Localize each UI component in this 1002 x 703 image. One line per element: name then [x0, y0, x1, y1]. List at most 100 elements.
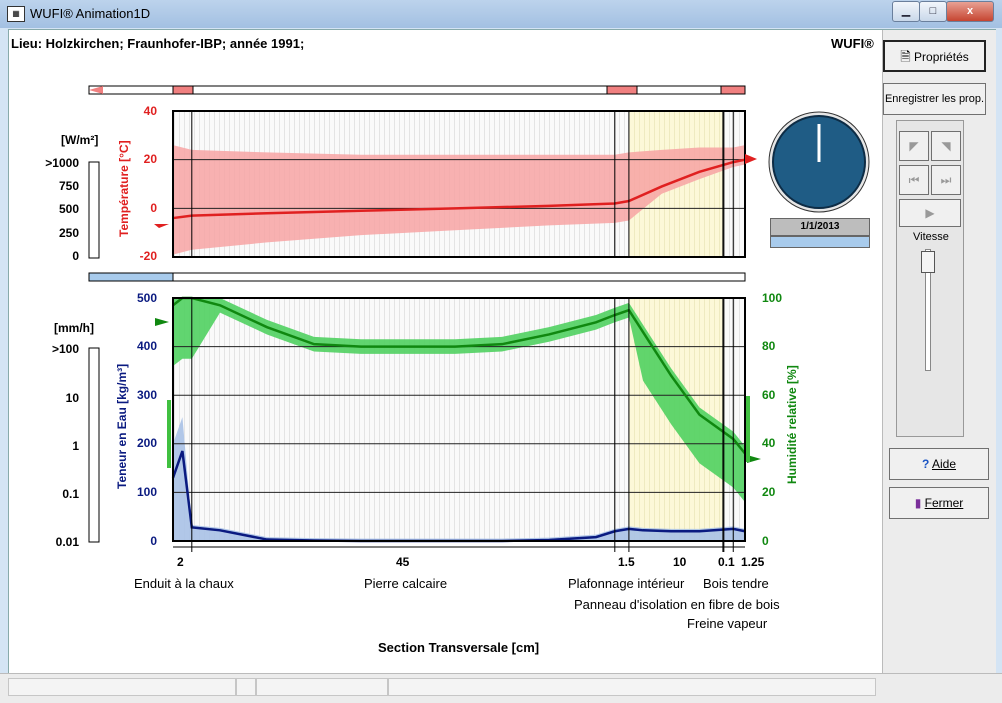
location-label: Lieu: Holzkirchen; Fraunhofer-IBP; année…: [11, 36, 305, 51]
heat-flux-tick: >1000: [45, 156, 79, 170]
heat-flux-tick: 250: [58, 226, 79, 240]
temperature-arrow: [154, 224, 169, 228]
end-button[interactable]: ⏭: [931, 165, 961, 195]
spreadsheet-icon: ▦: [7, 6, 25, 22]
rh-line: [172, 296, 746, 455]
temp-tick: 20: [143, 152, 157, 166]
status-cell: [256, 678, 388, 696]
save-properties-button[interactable]: Enregistrer les prop.: [883, 83, 986, 115]
close-button[interactable]: ▮ Fermer: [889, 487, 989, 519]
temperature-frame: [172, 110, 746, 258]
temp-tick: 40: [143, 104, 157, 118]
status-bar: [0, 673, 1002, 703]
rh-tick: 0: [762, 534, 769, 548]
layer-name: Plafonnage intérieur: [568, 576, 685, 591]
speed-slider-thumb[interactable]: [921, 251, 935, 273]
rain-tick: 0.1: [62, 487, 79, 501]
window-title: WUFI® Animation1D: [30, 6, 151, 21]
rain-unit: [mm/h]: [54, 321, 94, 335]
rewind-button[interactable]: ⏮: [899, 165, 929, 195]
layer-thickness: 45: [396, 555, 410, 569]
water-tick: 500: [136, 291, 157, 305]
help-icon: ?: [921, 457, 930, 471]
maximize-button[interactable]: □: [919, 1, 947, 22]
water-tick: 100: [136, 485, 157, 499]
heat-flux-unit: [W/m²]: [61, 133, 99, 147]
rain-tick: 0.01: [55, 535, 79, 549]
rain-tick: 10: [65, 391, 79, 405]
heat-flux-tick: 0: [72, 249, 79, 263]
rain-tick: 1: [72, 439, 79, 453]
layer-thickness: 1.25: [741, 555, 765, 569]
animation-chart: [88, 85, 761, 552]
temperature-envelope: [173, 145, 745, 255]
speed-label: Vitesse: [913, 231, 949, 243]
step-back-button[interactable]: ◤: [899, 131, 929, 161]
layer-name: Enduit à la chaux: [134, 576, 234, 591]
rain-bar: [88, 347, 100, 543]
step-forward-button[interactable]: ◥: [931, 131, 961, 161]
heat-flux-bar: [88, 161, 100, 259]
clock-dial: [768, 111, 870, 213]
temp-tick: 0: [150, 201, 157, 215]
rh-tick: 100: [762, 291, 783, 305]
heat-flux-tick: 750: [58, 179, 79, 193]
moisture-exchange-bar: [88, 272, 746, 282]
layer-name: Pierre calcaire: [364, 576, 448, 591]
layer-name: Panneau d'isolation en fibre de bois: [574, 597, 780, 612]
rh-tick: 20: [762, 485, 776, 499]
status-cell: [388, 678, 876, 696]
exchange-marker: [88, 272, 174, 282]
title-bar: ▦ WUFI® Animation1D ▁ □ x: [0, 0, 1002, 28]
date-progress: [770, 236, 870, 248]
exchange-marker: [606, 85, 638, 95]
properties-button[interactable]: 🗎 Propriétés: [883, 40, 986, 72]
rh-indicator: [746, 396, 750, 462]
moisture-frame: [172, 297, 746, 542]
rh-envelope: [173, 298, 745, 503]
status-cell: [8, 678, 236, 696]
minimize-button[interactable]: ▁: [892, 1, 920, 22]
rh-indicator: [167, 400, 171, 468]
properties-label: Propriétés: [914, 50, 969, 64]
layer-thickness: 2: [177, 555, 184, 569]
properties-icon: 🗎: [900, 49, 911, 64]
layer-thickness: 10: [673, 555, 687, 569]
rh-tick: 40: [762, 436, 776, 450]
play-button[interactable]: ▶: [899, 199, 961, 227]
rh-arrow: [747, 455, 761, 463]
status-cell: [236, 678, 256, 696]
date-display: 1/1/2013: [770, 218, 870, 236]
rh-tick: 80: [762, 339, 776, 353]
water-tick: 300: [136, 388, 157, 402]
water-axis-label: Teneur en Eau [kg/m³]: [115, 363, 129, 489]
section-axis-title: Section Transversale [cm]: [378, 640, 540, 655]
temp-tick: -20: [139, 249, 157, 263]
door-exit-icon: ▮: [914, 496, 922, 510]
rh-arrow: [155, 318, 169, 326]
layer-thickness: 1.5: [618, 555, 635, 569]
rain-tick: >100: [51, 342, 79, 356]
temperature-line: [172, 158, 746, 220]
exchange-marker: [172, 85, 194, 95]
water-tick: 200: [136, 436, 157, 450]
close-label: Fermer: [924, 496, 964, 510]
rh-axis-label: Humidité relative [%]: [785, 365, 799, 484]
speed-control-box: ◤ ◥ ⏮ ⏭ ▶ Vitesse: [896, 120, 964, 437]
rh-tick: 60: [762, 388, 776, 402]
animation-client-area: Lieu: Holzkirchen; Fraunhofer-IBP; année…: [8, 29, 996, 675]
control-panel: 🗎 Propriétés Enregistrer les prop. ◤ ◥ ⏮…: [882, 30, 996, 674]
close-window-button[interactable]: x: [946, 1, 994, 22]
exchange-marker: [720, 85, 746, 95]
layer-thickness: 0.1: [718, 555, 735, 569]
speed-slider-track[interactable]: [925, 249, 931, 371]
layer-name: Bois tendre: [703, 576, 769, 591]
help-button[interactable]: ? Aide: [889, 448, 989, 480]
water-tick: 0: [150, 534, 157, 548]
layer-name: Freine vapeur: [687, 616, 768, 631]
help-label: Aide: [931, 457, 957, 471]
brand-label: WUFI®: [831, 36, 874, 51]
temperature-arrow: [745, 154, 757, 164]
left-exchange-arrow: [89, 86, 103, 94]
temperature-axis-label: Température [°C]: [117, 140, 131, 237]
